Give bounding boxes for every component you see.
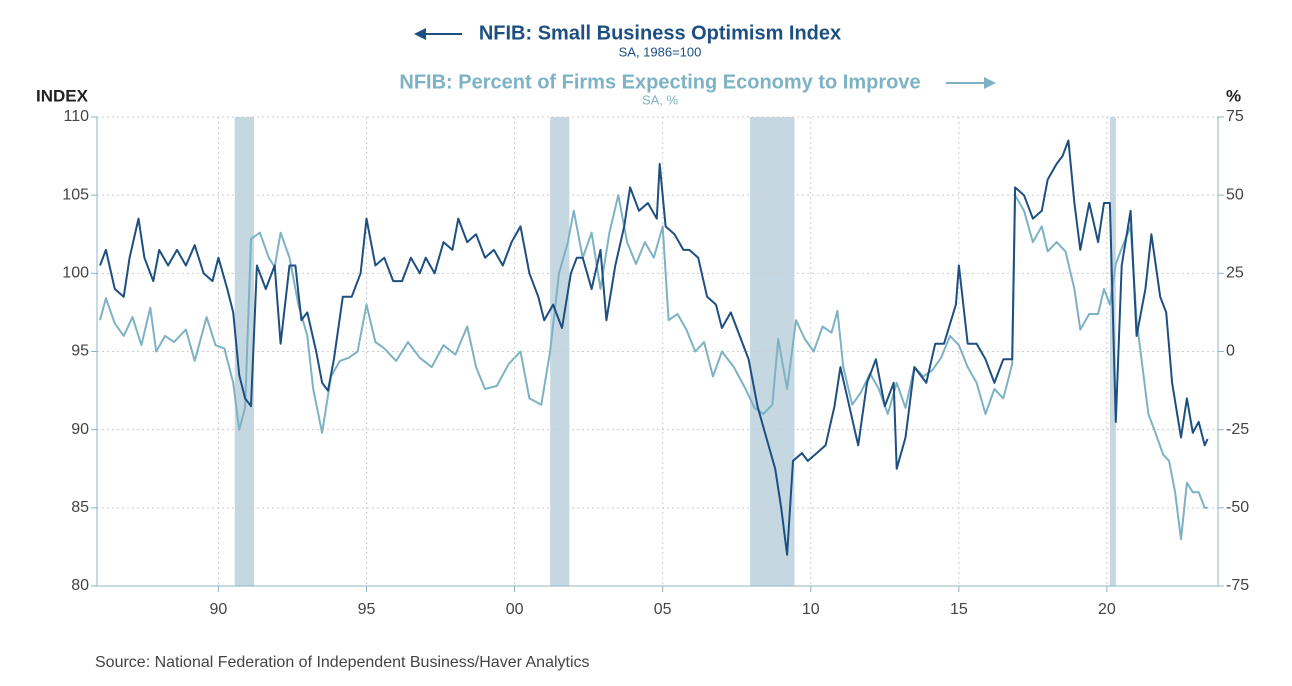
arrow-head (414, 28, 426, 40)
x-tick-label: 95 (358, 601, 376, 618)
y2-tick-label: 50 (1226, 186, 1244, 203)
line-layer (99, 139, 1209, 556)
y-axis-label: INDEX (36, 86, 89, 105)
x-tick-label: 15 (950, 601, 968, 618)
source: Source: National Federation of Independe… (95, 654, 590, 671)
series-line (99, 194, 1208, 541)
grid-layer (97, 116, 1218, 587)
y2-tick-label: 0 (1226, 343, 1235, 360)
series-title: NFIB: Percent of Firms Expecting Economy… (399, 71, 920, 93)
y-tick-label: 80 (71, 577, 89, 594)
y-tick-label: 100 (62, 265, 89, 282)
arrow-head (984, 77, 996, 89)
recession-band (550, 117, 570, 586)
y2-tick-label: -25 (1226, 421, 1249, 438)
recession-band (234, 117, 254, 586)
x-tick-label: 20 (1098, 601, 1116, 618)
series-line (99, 139, 1209, 556)
y-tick-label: 90 (71, 421, 89, 438)
y-tick-label: 95 (71, 343, 89, 360)
y2-tick-label: -75 (1226, 577, 1249, 594)
series-title: NFIB: Small Business Optimism Index (479, 22, 841, 44)
y2-tick-label: 25 (1226, 265, 1244, 282)
x-tick-label: 00 (506, 601, 524, 618)
x-tick-label: 90 (210, 601, 228, 618)
y2-axis-label: % (1226, 86, 1241, 105)
y-tick-label: 105 (62, 186, 89, 203)
series-units: SA, 1986=100 (619, 44, 702, 59)
y-tick-label: 85 (71, 499, 89, 516)
x-tick-label: 10 (802, 601, 820, 618)
y2-tick-label: 75 (1226, 108, 1244, 125)
y2-tick-label: -50 (1226, 499, 1249, 516)
series-units: SA, % (642, 92, 679, 107)
y-tick-label: 110 (63, 108, 89, 125)
x-tick-label: 05 (654, 601, 672, 618)
